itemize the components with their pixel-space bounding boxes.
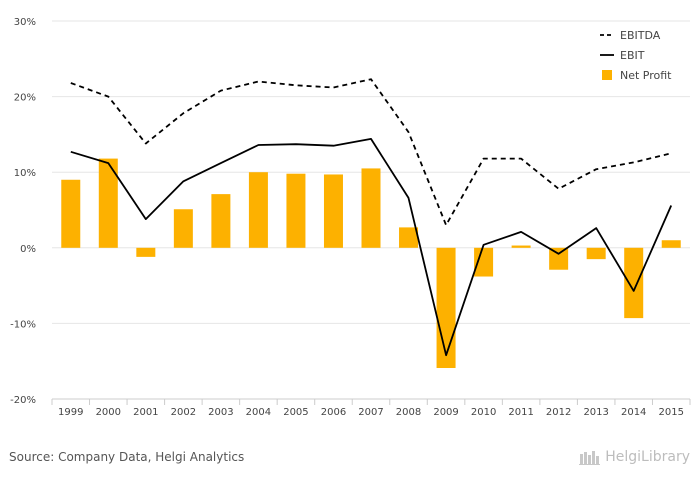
x-tick-label: 2013 xyxy=(583,407,608,418)
net-profit-bar xyxy=(361,168,381,248)
net-profit-bar xyxy=(624,247,644,319)
y-tick-label: -10% xyxy=(10,319,36,330)
ebit-line xyxy=(70,137,673,357)
x-tick-label: 2009 xyxy=(433,407,458,418)
x-axis: 1999 2000 2001 2002 2003 2004 2005 2006 2007 2008… xyxy=(51,398,691,418)
x-tick-label: 2000 xyxy=(96,407,121,418)
chart: -20% -10% 0% 10% 20% 30% 1999 2000 2001 2002 2003… xyxy=(10,17,691,418)
legend-swatch xyxy=(602,70,612,80)
net-profit-bar xyxy=(474,247,494,277)
x-tick-label: 2012 xyxy=(546,407,571,418)
x-tick-label: 2007 xyxy=(358,407,383,418)
series-lines xyxy=(70,78,673,357)
brand-logo[interactable]: HelgiLibrary xyxy=(579,449,690,465)
brand-name: HelgiLibrary xyxy=(605,449,690,465)
y-tick-label: 0% xyxy=(20,244,36,255)
x-tick-label: 2014 xyxy=(621,407,646,418)
net-profit-bar xyxy=(511,245,531,248)
net-profit-bar xyxy=(399,227,419,248)
x-tick-label: 2015 xyxy=(659,407,684,418)
net-profit-bar xyxy=(549,247,569,270)
x-tick-label: 2002 xyxy=(171,407,196,418)
net-profit-bar xyxy=(286,173,306,248)
net-profit-bar xyxy=(323,174,343,248)
legend-item: EBITDA xyxy=(600,29,661,42)
legend-item: Net Profit xyxy=(602,69,672,82)
x-tick-label: 2004 xyxy=(246,407,271,418)
library-icon xyxy=(579,451,601,465)
legend: EBITDA EBIT Net Profit xyxy=(600,29,672,82)
net-profit-bar xyxy=(211,194,231,248)
legend-label: Net Profit xyxy=(620,69,672,82)
net-profit-bar xyxy=(61,179,81,248)
y-tick-label: 20% xyxy=(14,93,36,104)
net-profit-bar xyxy=(661,240,681,248)
x-tick-label: 2011 xyxy=(508,407,533,418)
y-tick-label: -20% xyxy=(10,395,36,406)
y-tick-label: 30% xyxy=(14,17,36,28)
legend-label: EBIT xyxy=(620,49,645,62)
net-profit-bar xyxy=(248,172,268,248)
x-tick-label: 2008 xyxy=(396,407,421,418)
legend-label: EBITDA xyxy=(620,29,661,42)
x-tick-label: 1999 xyxy=(58,407,83,418)
net-profit-bar xyxy=(98,158,118,248)
source-note: Source: Company Data, Helgi Analytics xyxy=(9,450,245,464)
net-profit-bars xyxy=(61,158,681,369)
y-axis: -20% -10% 0% 10% 20% 30% xyxy=(10,17,36,406)
ebitda-line xyxy=(70,78,672,227)
net-profit-bar xyxy=(586,247,606,260)
net-profit-bar xyxy=(173,209,193,248)
x-tick-label: 2005 xyxy=(283,407,308,418)
y-tick-label: 10% xyxy=(14,168,36,179)
net-profit-bar xyxy=(436,247,456,369)
x-tick-label: 2001 xyxy=(133,407,158,418)
net-profit-bar xyxy=(136,247,156,257)
x-tick-label: 2003 xyxy=(208,407,233,418)
legend-item: EBIT xyxy=(600,49,645,62)
x-tick-label: 2010 xyxy=(471,407,496,418)
x-tick-label: 2006 xyxy=(321,407,346,418)
